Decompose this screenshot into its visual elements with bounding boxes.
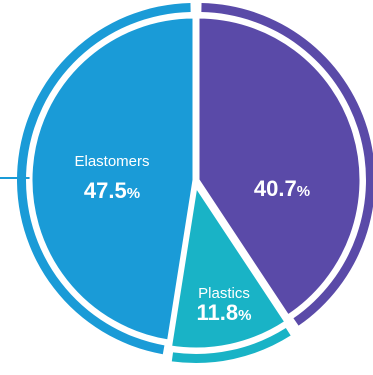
slice-unit-label: % — [238, 307, 251, 324]
pie-slice — [29, 15, 196, 343]
pie-slice — [168, 181, 288, 351]
slice-value-label: 47.5% — [84, 178, 140, 203]
pie-slice-rim — [171, 327, 291, 363]
slice-unit-label: % — [297, 183, 310, 200]
pie-slice — [196, 15, 363, 319]
slice-name-label: Elastomers — [74, 153, 149, 170]
pie-slice-group — [16, 3, 196, 355]
slice-unit-label: % — [127, 185, 140, 202]
pie-slice-group — [168, 181, 291, 363]
slice-name-label: Plastics — [198, 285, 250, 302]
pie-slice-group — [196, 3, 373, 326]
